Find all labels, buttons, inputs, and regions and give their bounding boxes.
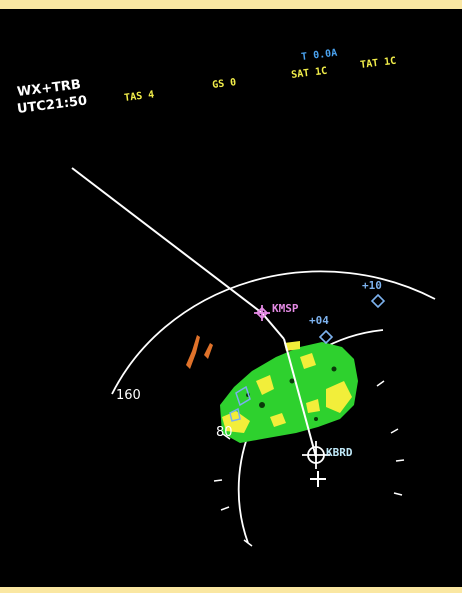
turbulence-area xyxy=(229,385,251,422)
range-label-inner: 80 xyxy=(216,425,233,440)
radar-graphics xyxy=(71,167,436,547)
waypoint-label-04: +04 xyxy=(309,314,329,327)
range-label-outer: 160 xyxy=(116,388,141,403)
aircraft-symbol-icon xyxy=(310,471,326,487)
waypoint-label-kmsp: KMSP xyxy=(272,302,299,315)
flight-route xyxy=(71,167,317,458)
waypoint-label-kbrd: KBRD xyxy=(326,446,353,459)
bottom-frame-strip xyxy=(0,587,462,593)
weather-returns xyxy=(186,335,358,443)
outer-range-arc xyxy=(111,270,436,395)
waypoint-label-10: +10 xyxy=(362,279,382,292)
waypoint-10-diamond-icon xyxy=(370,293,386,309)
weather-cell-green xyxy=(220,342,358,443)
top-frame-strip xyxy=(0,0,462,9)
weather-cell-yellow xyxy=(222,341,352,433)
waypoint-04-diamond-icon xyxy=(318,329,334,345)
distant-cells-red xyxy=(186,335,213,369)
kmsp-waypoint-icon xyxy=(254,305,270,321)
kbrd-airport-icon xyxy=(302,441,330,469)
weather-radar-display: WX+TRB UTC21:50 TAS 4 GS 0 SAT 1C TAT 1C… xyxy=(0,9,462,587)
